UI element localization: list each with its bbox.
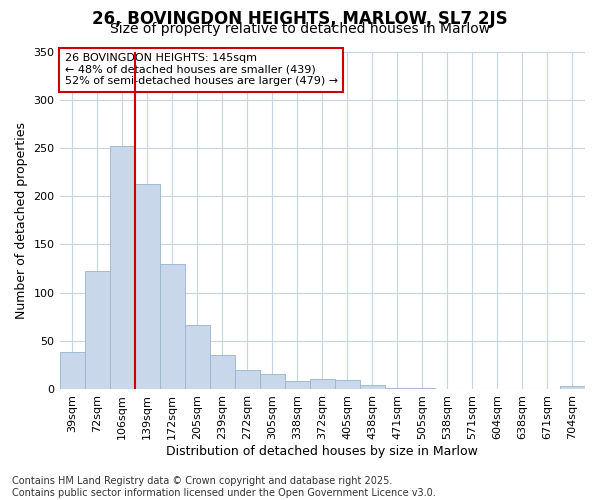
Bar (235, 370, 260, 389)
Bar (209, 355, 235, 389)
Bar (85, 272, 110, 389)
Bar (185, 326, 209, 389)
Bar (385, 388, 410, 389)
Text: Contains HM Land Registry data © Crown copyright and database right 2025.
Contai: Contains HM Land Registry data © Crown c… (12, 476, 436, 498)
Bar (134, 184, 160, 389)
Text: 26 BOVINGDON HEIGHTS: 145sqm
← 48% of detached houses are smaller (439)
52% of s: 26 BOVINGDON HEIGHTS: 145sqm ← 48% of de… (65, 53, 338, 86)
Bar (285, 381, 310, 389)
Bar (110, 146, 134, 389)
Text: Size of property relative to detached houses in Marlow: Size of property relative to detached ho… (110, 22, 490, 36)
Y-axis label: Number of detached properties: Number of detached properties (15, 122, 28, 318)
Bar (310, 380, 335, 389)
Bar (410, 388, 435, 389)
X-axis label: Distribution of detached houses by size in Marlow: Distribution of detached houses by size … (166, 444, 478, 458)
Bar (360, 385, 385, 389)
Bar (160, 264, 185, 389)
Bar (59, 352, 85, 389)
Bar (260, 374, 285, 389)
Bar (560, 386, 585, 389)
Text: 26, BOVINGDON HEIGHTS, MARLOW, SL7 2JS: 26, BOVINGDON HEIGHTS, MARLOW, SL7 2JS (92, 10, 508, 28)
Bar (335, 380, 360, 389)
